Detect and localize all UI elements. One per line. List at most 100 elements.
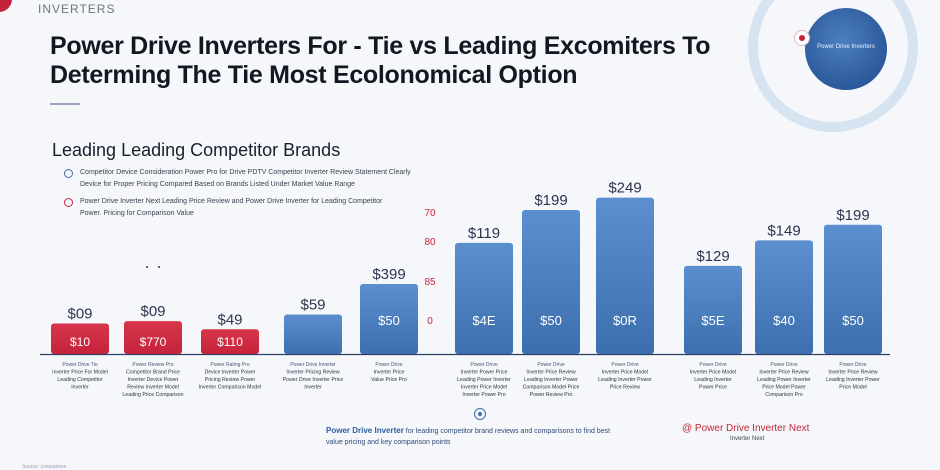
bar-caption: Price Review [610, 385, 641, 391]
bar-caption: Power Drive [537, 362, 564, 368]
power-drive-note: Power Drive Inverter Next Leading Price … [64, 196, 390, 220]
page-title-line-2: Determing The Tie Most Ecolonomical Opti… [50, 61, 578, 89]
bar-caption: Leading Inverter Power [598, 377, 652, 383]
power-drive-note-text: Power Drive Inverter Next Leading Price … [80, 198, 383, 217]
bar-caption: Price Model [839, 385, 866, 391]
y-tick-label: 0 [427, 316, 433, 327]
orb-label: Power Drive Inverters [817, 44, 875, 50]
bar-inner-label: $50 [540, 313, 562, 328]
bar [596, 197, 654, 354]
bar-caption: Inverter Pricing Review [286, 370, 340, 376]
bar-top-label: $249 [608, 180, 641, 197]
bar-top-label: $09 [140, 303, 165, 320]
bar-caption: Inverter Price Model [690, 370, 736, 376]
bar-inner-label: $4E [472, 313, 495, 328]
bar-caption: Power Drive [611, 362, 638, 368]
bar-top-label: $59 [300, 296, 325, 313]
bar-caption: Power Drive Tie [62, 362, 98, 368]
footer-source: Source: comparison [22, 464, 67, 470]
y-tick-label: 70 [424, 208, 436, 219]
bar-caption: Value Price Pro [371, 377, 407, 383]
bar-caption: Comparison Model Price [523, 385, 580, 391]
bar-inner-label: $50 [378, 313, 400, 328]
bar-caption: Leading Inverter Power [826, 377, 880, 383]
info-icon [474, 408, 486, 420]
page-title-line-1: Power Drive Inverters For - Tie vs Leadi… [50, 32, 711, 60]
bar-caption: Price Model Power [762, 385, 806, 391]
bar-caption: Inverter Power Price [461, 370, 508, 376]
bar-caption: Comparison Pro [765, 392, 803, 398]
bar-inner-label: $40 [773, 313, 795, 328]
bar-caption: Inverter Price Review [828, 370, 878, 376]
bar [124, 321, 182, 354]
bar-caption: Power Drive [699, 362, 726, 368]
bar-caption: Inverter Price [374, 370, 405, 376]
bar-top-label: $399 [372, 266, 405, 283]
bar-caption: Inverter [71, 385, 89, 391]
bar-caption: Inverter Comparison Model [199, 385, 262, 391]
bar-top-label: $49 [217, 311, 242, 328]
bar-top-label: $129 [696, 248, 729, 265]
bar-caption: Leading Inverter [694, 377, 732, 383]
bar-caption: Leading Inverter Power [524, 377, 578, 383]
bar-caption: Power Drive [770, 362, 797, 368]
bar-inner-label: $50 [842, 313, 864, 328]
bar-inner-label: $5E [701, 313, 724, 328]
bar [284, 314, 342, 354]
bar-caption: Leading Competitor [57, 377, 103, 383]
bar-caption: Power Rating Pro [210, 362, 249, 368]
bar-caption: Competitor Brand Price [126, 370, 180, 376]
bar-top-label: $119 [468, 225, 500, 242]
bar-top-label: $199 [836, 207, 869, 224]
bar-caption: Power Drive Inverter Price [283, 377, 344, 383]
decorative-halo-ring [748, 0, 918, 132]
bar-caption: Power Drive [470, 362, 497, 368]
footer-note: Power Drive Inverter for leading competi… [326, 425, 616, 448]
bar-inner-label: $110 [217, 335, 243, 349]
bar-inner-label: $10 [70, 335, 90, 349]
bar [201, 329, 259, 354]
bar [360, 284, 418, 354]
bar-top-label: $09 [67, 306, 92, 323]
bar-caption: Inverter Device Power [127, 377, 178, 383]
bar-caption: Power Review Pro [530, 392, 573, 398]
bar-caption: Inverter Price Model [602, 370, 648, 376]
title-divider [50, 103, 80, 105]
bar-inner-label: $0R [613, 313, 637, 328]
red-bullet-icon [64, 198, 73, 207]
bar-caption: Power Price [699, 385, 727, 391]
bar-caption: Power Drive [375, 362, 402, 368]
footer-note-bold: Power Drive Inverter [326, 426, 404, 435]
bar-caption: Inverter Price Review [759, 370, 809, 376]
bar [824, 224, 882, 354]
y-tick-label: 85 [424, 277, 436, 288]
bar-caption: Leading Power Inverter [757, 377, 811, 383]
decorative-dot [146, 266, 148, 268]
page-title: Power Drive Inverters For - Tie vs Leadi… [50, 32, 750, 90]
bar-top-label: $199 [534, 192, 567, 209]
bar-caption: Device Inverter Power [204, 370, 255, 376]
bar-caption: Power Drive [839, 362, 866, 368]
bar-caption: Power Review Pro [132, 362, 173, 368]
section-title: Leading Leading Competitor Brands [52, 140, 341, 160]
red-marker-icon [795, 31, 809, 45]
bar [522, 209, 580, 354]
bar [755, 240, 813, 354]
footer-highlight: @ Power Drive Inverter Next [682, 423, 810, 434]
brand-label: INVERTERS [38, 2, 116, 16]
footer-note-text: for leading competitor brand reviews and… [326, 428, 611, 446]
bar-caption: Leading Price Comparison [122, 392, 183, 398]
competitor-note-text: Competitor Device Consideration Power Pr… [80, 169, 411, 188]
bar-caption: Review Inverter Model [127, 385, 179, 391]
bar [684, 265, 742, 354]
bar-caption: Inverter [304, 385, 322, 391]
bar-inner-label: $770 [140, 335, 167, 349]
footer-highlight-sub: Inverter Next [730, 436, 765, 442]
decorative-orb [805, 8, 887, 90]
decorative-dot [158, 266, 160, 268]
bar [51, 323, 109, 354]
blue-bullet-icon [64, 169, 73, 178]
bar-caption: Power Drive Inverter [290, 362, 336, 368]
y-tick-label: 80 [424, 237, 436, 248]
